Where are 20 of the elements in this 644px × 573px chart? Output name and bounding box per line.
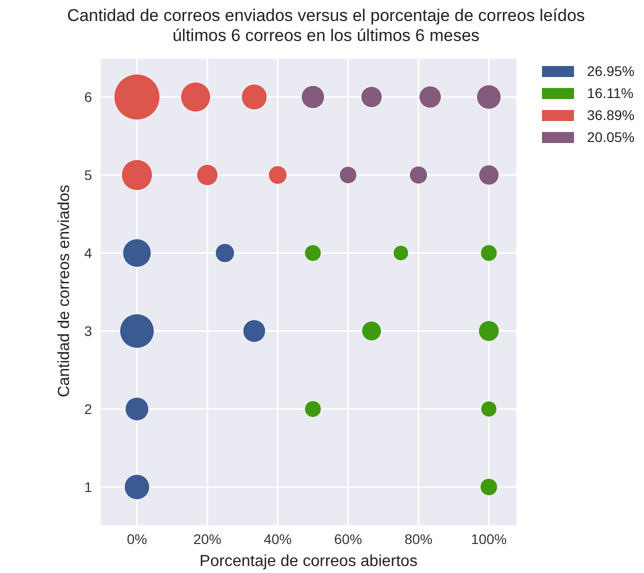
y-tick-label: 2 bbox=[84, 400, 92, 417]
y-tick-label: 1 bbox=[84, 478, 92, 495]
x-tick-label: 60% bbox=[334, 530, 362, 547]
chart-subtitle: últimos 6 correos en los últimos 6 meses bbox=[171, 26, 481, 46]
y-axis-title: Cantidad de correos enviados bbox=[56, 184, 74, 400]
x-tick-label: 40% bbox=[264, 530, 292, 547]
x-tick-label: 100% bbox=[470, 530, 507, 547]
x-tick-label: 80% bbox=[404, 530, 432, 547]
legend-label: 36.89% bbox=[587, 107, 634, 123]
x-tick-label: 20% bbox=[193, 530, 222, 547]
y-tick-label: 5 bbox=[84, 166, 92, 183]
legend-label: 16.11% bbox=[587, 85, 634, 101]
y-tick-label: 6 bbox=[84, 88, 92, 105]
legend-label: 26.95% bbox=[587, 63, 634, 79]
legend-label: 20.05% bbox=[587, 129, 634, 145]
y-tick-label: 4 bbox=[84, 244, 92, 261]
chart-title: Cantidad de correos enviados versus el porcentaje de correos leídos bbox=[66, 6, 586, 26]
y-tick-label: 3 bbox=[84, 322, 92, 339]
x-tick-label: 0% bbox=[126, 530, 148, 547]
x-axis-title: Porcentaje de correos abiertos bbox=[198, 553, 418, 571]
